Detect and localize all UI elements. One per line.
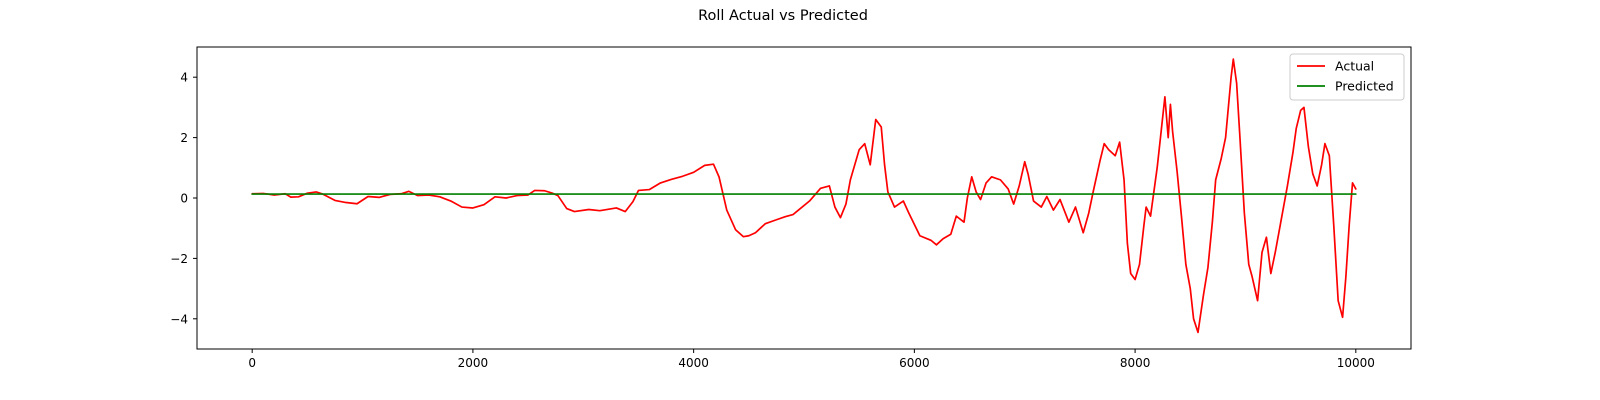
y-axis: −4 −2 0 2 4 [170,71,197,326]
series-line-actual [251,58,1357,334]
legend-actual-label: Actual [1335,59,1374,74]
x-tick-label: 8000 [1120,356,1151,370]
y-tick-label: −4 [170,312,188,326]
y-tick-label: 0 [180,192,188,206]
x-tick-label: 6000 [899,356,930,370]
series-layer [251,58,1357,334]
y-tick-label: 2 [180,131,188,145]
legend-predicted-label: Predicted [1335,79,1394,94]
y-tick-label: 4 [180,71,188,85]
x-tick-label: 4000 [678,356,709,370]
x-tick-label: 0 [248,356,256,370]
legend: Actual Predicted [1289,53,1405,101]
y-tick-label: −2 [170,252,188,266]
chart-title: Roll Actual vs Predicted [698,8,868,24]
x-tick-label: 10000 [1337,356,1375,370]
plot-area: 0 2000 4000 6000 8000 10000 −4 −2 0 2 4 [170,46,1412,370]
x-axis: 0 2000 4000 6000 8000 10000 [248,349,1375,370]
x-tick-label: 2000 [458,356,489,370]
